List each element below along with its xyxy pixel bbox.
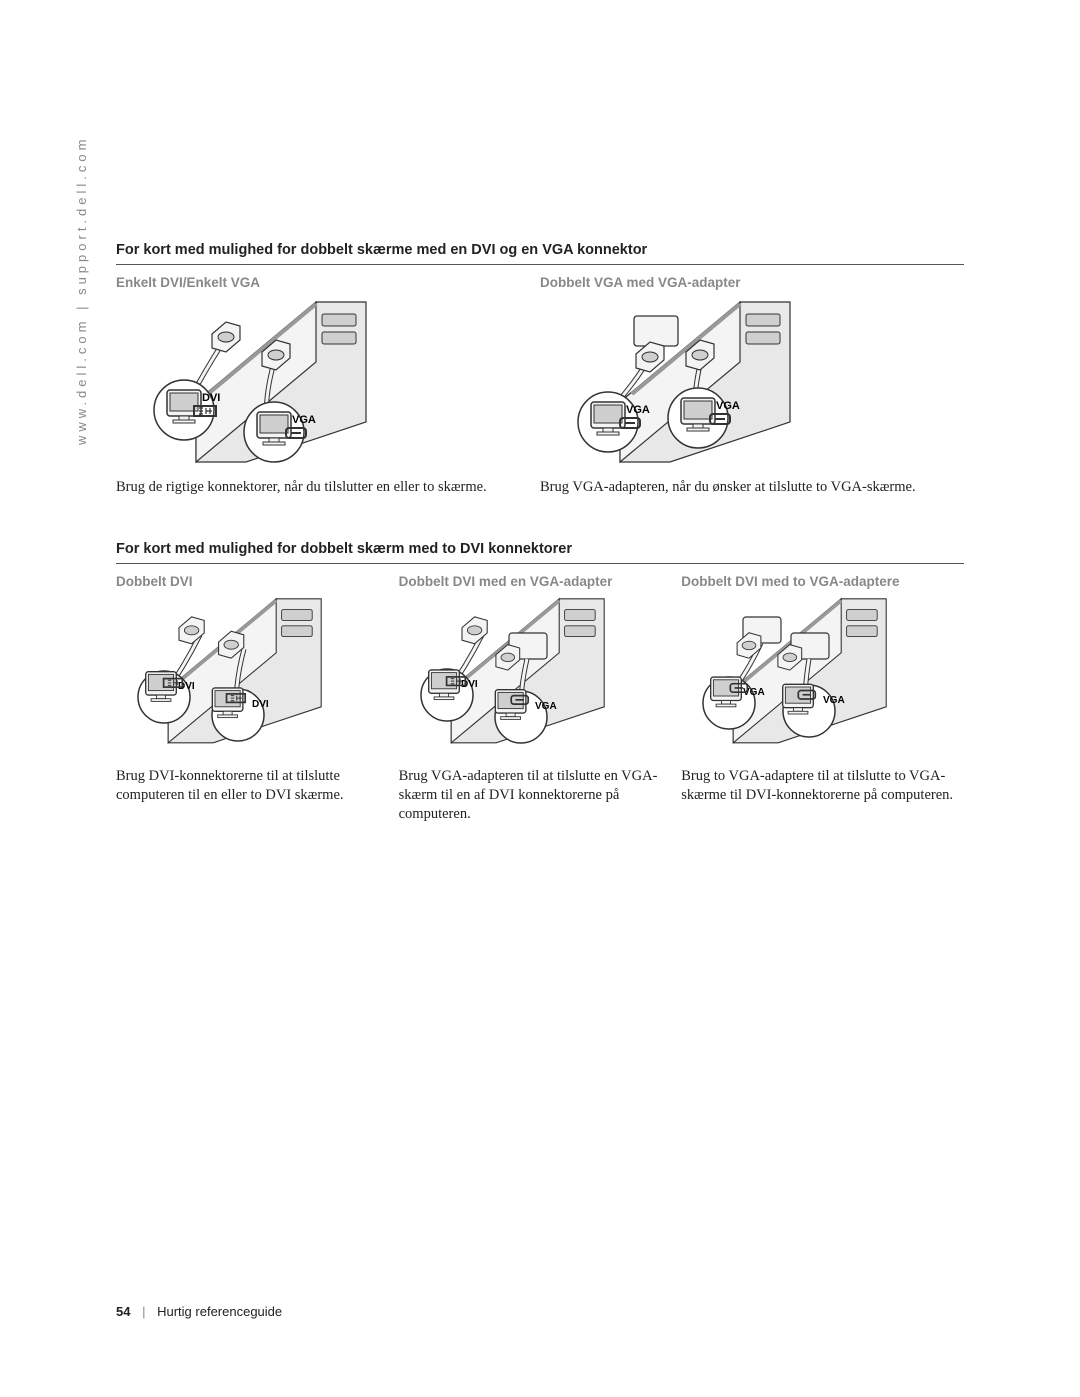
section1-row: Enkelt DVI/Enkelt VGA: [116, 275, 964, 497]
section1-colB-sub: Dobbelt VGA med VGA-adapter: [540, 275, 964, 290]
svg-text:VGA: VGA: [626, 404, 650, 416]
sidebar-url: www.dell.com | support.dell.com: [74, 136, 89, 445]
footer-separator: |: [142, 1304, 145, 1319]
section2-colB-sub: Dobbelt DVI med en VGA-adapter: [399, 574, 674, 589]
section2-colB-caption: Brug VGA-adapteren til at tilslutte en V…: [399, 767, 674, 824]
svg-text:DVI: DVI: [252, 699, 269, 710]
diagram-dual-dvi: DVI DVI: [116, 597, 391, 757]
page-footer: 54 | Hurtig referenceguide: [116, 1304, 282, 1319]
section2-colC-caption: Brug to VGA-adaptere til at tilslutte to…: [681, 767, 956, 805]
section2-title: For kort med mulighed for dobbelt skærm …: [116, 541, 964, 564]
footer-title: Hurtig referenceguide: [157, 1304, 282, 1319]
diagram-dual-vga-adapter: VGA VGA: [540, 298, 964, 468]
section2-colB: Dobbelt DVI med en VGA-adapter: [399, 574, 682, 824]
section1-colA: Enkelt DVI/Enkelt VGA: [116, 275, 540, 497]
section2-colC-sub: Dobbelt DVI med to VGA-adaptere: [681, 574, 956, 589]
svg-text:DVI: DVI: [461, 679, 478, 690]
label-vga: VGA: [292, 414, 316, 426]
diagram-dvi-one-vga-adapter: DVI VGA: [399, 597, 674, 757]
section2-colA-caption: Brug DVI-konnektorerne til at tilslutte …: [116, 767, 391, 805]
section1-colA-caption: Brug de rigtige konnektorer, når du tils…: [116, 478, 540, 497]
section1-colB: Dobbelt VGA med VGA-adapter VGA: [540, 275, 964, 497]
diagram-dvi-vga: DVI VGA: [116, 298, 540, 468]
svg-text:VGA: VGA: [535, 701, 557, 712]
section1-colB-caption: Brug VGA-adapteren, når du ønsker at til…: [540, 478, 964, 497]
diagram-dvi-two-vga-adapters: VGA VGA: [681, 597, 956, 757]
section2-colA: Dobbelt DVI DVI: [116, 574, 399, 824]
section1-colA-sub: Enkelt DVI/Enkelt VGA: [116, 275, 540, 290]
section2-colA-sub: Dobbelt DVI: [116, 574, 391, 589]
label-dvi: DVI: [202, 392, 220, 404]
page-number: 54: [116, 1304, 130, 1319]
section2-row: Dobbelt DVI DVI: [116, 574, 964, 824]
svg-text:VGA: VGA: [716, 400, 740, 412]
page-content: For kort med mulighed for dobbelt skærme…: [116, 242, 964, 823]
svg-text:VGA: VGA: [823, 695, 845, 706]
section1-title: For kort med mulighed for dobbelt skærme…: [116, 242, 964, 265]
section2: For kort med mulighed for dobbelt skærm …: [116, 541, 964, 824]
section2-colC: Dobbelt DVI med to VGA-adaptere: [681, 574, 964, 824]
